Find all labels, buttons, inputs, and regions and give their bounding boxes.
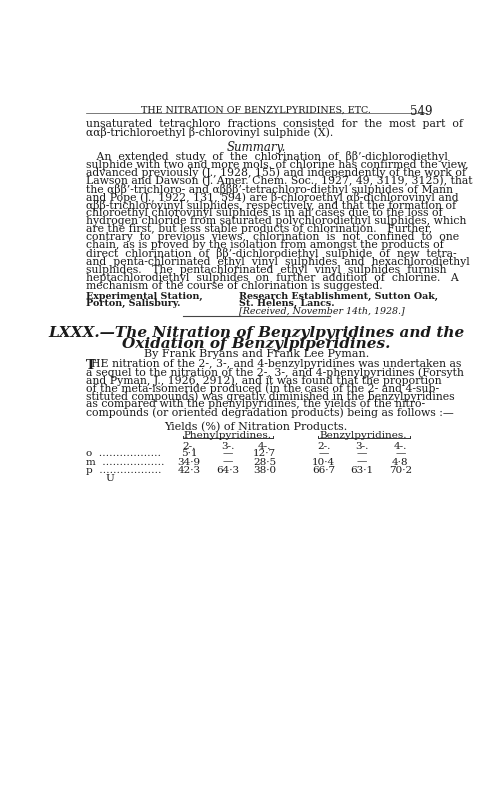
- Text: 2-.: 2-.: [182, 442, 196, 450]
- Text: 63·1: 63·1: [350, 466, 373, 474]
- Text: chain, as is proved by the isolation from amongst the products of: chain, as is proved by the isolation fro…: [86, 240, 444, 250]
- Text: Yields (%) of Nitration Products.: Yields (%) of Nitration Products.: [164, 422, 348, 432]
- Text: stituted compounds) was greatly diminished in the benzylpyridines: stituted compounds) was greatly diminish…: [86, 391, 455, 402]
- Text: and Pyman, J., 1926, 2912), and it was found that the proportion: and Pyman, J., 1926, 2912), and it was f…: [86, 375, 442, 386]
- Text: contrary  to  previous  views,  chlorination  is  not  confined  to  one: contrary to previous views, chlorination…: [86, 232, 459, 242]
- Text: sulphides.   The  pentachlorinated  ethyl  vinyl  sulphides  furnish: sulphides. The pentachlorinated ethyl vi…: [86, 265, 447, 274]
- Text: By Frank Bryans and Frank Lee Pyman.: By Frank Bryans and Frank Lee Pyman.: [144, 349, 369, 359]
- Text: 28·5: 28·5: [253, 458, 276, 466]
- Text: 70·2: 70·2: [389, 466, 412, 474]
- Text: St. Helens, Lancs.: St. Helens, Lancs.: [239, 299, 335, 308]
- Text: advanced previously (J., 1928, 155) and independently of the work of: advanced previously (J., 1928, 155) and …: [86, 168, 466, 178]
- Text: sulphide with two and more mols. of chlorine has confirmed the view,: sulphide with two and more mols. of chlo…: [86, 159, 469, 170]
- Text: HE nitration of the 2-, 3-, and 4-benzylpyridines was undertaken as: HE nitration of the 2-, 3-, and 4-benzyl…: [91, 359, 462, 369]
- Text: T: T: [86, 359, 96, 372]
- Text: 549: 549: [410, 106, 433, 118]
- Text: heptachlorodiethyl  sulphides  on  further  addition  of  chlorine.   A: heptachlorodiethyl sulphides on further …: [86, 273, 459, 282]
- Text: m  ………………: m ………………: [86, 458, 164, 466]
- Text: An  extended  study  of  the  chlorination  of  ββ’-dichlorodiethyl: An extended study of the chlorination of…: [86, 151, 448, 162]
- Text: 3-.: 3-.: [355, 442, 368, 450]
- Text: compounds (or oriented degradation products) being as follows :—: compounds (or oriented degradation produ…: [86, 407, 454, 418]
- Text: and  penta-chlorinated  ethyl  vinyl  sulphides  and  hexachlorodiethyl: and penta-chlorinated ethyl vinyl sulphi…: [86, 257, 469, 266]
- Text: [Received, November 14th, 1928.]: [Received, November 14th, 1928.]: [239, 306, 405, 315]
- Text: direct  chlorination  of  ββ’-dichlorodiethyl  sulphide  of  new  tetra-: direct chlorination of ββ’-dichlorodieth…: [86, 249, 457, 259]
- Text: αββ-trichlorovinyl sulphides, respectively, and that the formation of: αββ-trichlorovinyl sulphides, respective…: [86, 200, 456, 211]
- Text: U: U: [105, 474, 114, 483]
- Text: 42·3: 42·3: [178, 466, 201, 474]
- Text: Oxidation of Benzylpiperidines.: Oxidation of Benzylpiperidines.: [122, 337, 390, 350]
- Text: mechanism of the course of chlorination is suggested.: mechanism of the course of chlorination …: [86, 281, 382, 291]
- Text: 38·0: 38·0: [253, 466, 276, 474]
- Text: 4-.: 4-.: [258, 442, 272, 450]
- Text: —: —: [395, 450, 406, 458]
- Text: 4-.: 4-.: [394, 442, 407, 450]
- Text: p  ………………: p ………………: [86, 466, 161, 474]
- Text: chloroethyl chlorovinyl sulphides is in all cases due to the loss of: chloroethyl chlorovinyl sulphides is in …: [86, 208, 443, 218]
- Text: Benzylpyridines.: Benzylpyridines.: [320, 431, 407, 440]
- Text: Porton, Salisbury.: Porton, Salisbury.: [86, 299, 180, 308]
- Text: Lawson and Dawson (J. Amer. Chem. Soc., 1927, 49, 3119, 3125), that: Lawson and Dawson (J. Amer. Chem. Soc., …: [86, 176, 472, 186]
- Text: —: —: [222, 458, 233, 466]
- Text: 10·4: 10·4: [312, 458, 335, 466]
- Text: unsaturated  tetrachloro  fractions  consisted  for  the  most  part  of: unsaturated tetrachloro fractions consis…: [86, 119, 463, 129]
- Text: 2-.: 2-.: [317, 442, 330, 450]
- Text: and Pope (J., 1922, 131, 594) are β-chloroethyl αβ-dichlorovinyl and: and Pope (J., 1922, 131, 594) are β-chlo…: [86, 192, 459, 203]
- Text: the αββ’-trichloro- and αβββ’-tetrachloro-diethyl sulphides of Mann: the αββ’-trichloro- and αβββ’-tetrachlor…: [86, 184, 453, 194]
- Text: ααβ-trichloroethyl β-chlorovinyl sulphide (X).: ααβ-trichloroethyl β-chlorovinyl sulphid…: [86, 127, 333, 138]
- Text: Experimental Station,: Experimental Station,: [86, 292, 202, 301]
- Text: 3-.: 3-.: [221, 442, 234, 450]
- Text: —: —: [318, 450, 329, 458]
- Text: o  ………………: o ………………: [86, 450, 161, 458]
- Text: —: —: [356, 458, 367, 466]
- Text: are the first, but less stable products of chlorination.   Further,: are the first, but less stable products …: [86, 224, 432, 234]
- Text: 4·8: 4·8: [392, 458, 408, 466]
- Text: LXXX.—The Nitration of Benzylpyridines and the: LXXX.—The Nitration of Benzylpyridines a…: [48, 326, 465, 340]
- Text: Phenylpyridines.: Phenylpyridines.: [184, 431, 272, 440]
- Text: 12·7: 12·7: [253, 450, 276, 458]
- Text: THE NITRATION OF BENZYLPYRIDINES, ETC.: THE NITRATION OF BENZYLPYRIDINES, ETC.: [142, 106, 371, 114]
- Text: 64·3: 64·3: [216, 466, 239, 474]
- Text: 66·7: 66·7: [312, 466, 335, 474]
- Text: a sequel to the nitration of the 2-, 3-, and 4-phenylpyridines (Forsyth: a sequel to the nitration of the 2-, 3-,…: [86, 367, 464, 378]
- Text: Research Establishment, Sutton Oak,: Research Establishment, Sutton Oak,: [239, 292, 438, 301]
- Text: hydrogen chloride from saturated polychlorodiethyl sulphides, which: hydrogen chloride from saturated polychl…: [86, 216, 466, 226]
- Text: as compared with the phenylpyridines, the yields of the nitro-: as compared with the phenylpyridines, th…: [86, 399, 425, 410]
- Text: —: —: [356, 450, 367, 458]
- Text: Summary.: Summary.: [226, 141, 286, 154]
- Text: —: —: [222, 450, 233, 458]
- Text: 34·9: 34·9: [178, 458, 201, 466]
- Text: of the meta-isomeride produced (in the case of the 2- and 4-sub-: of the meta-isomeride produced (in the c…: [86, 383, 439, 394]
- Text: 5·1: 5·1: [180, 450, 197, 458]
